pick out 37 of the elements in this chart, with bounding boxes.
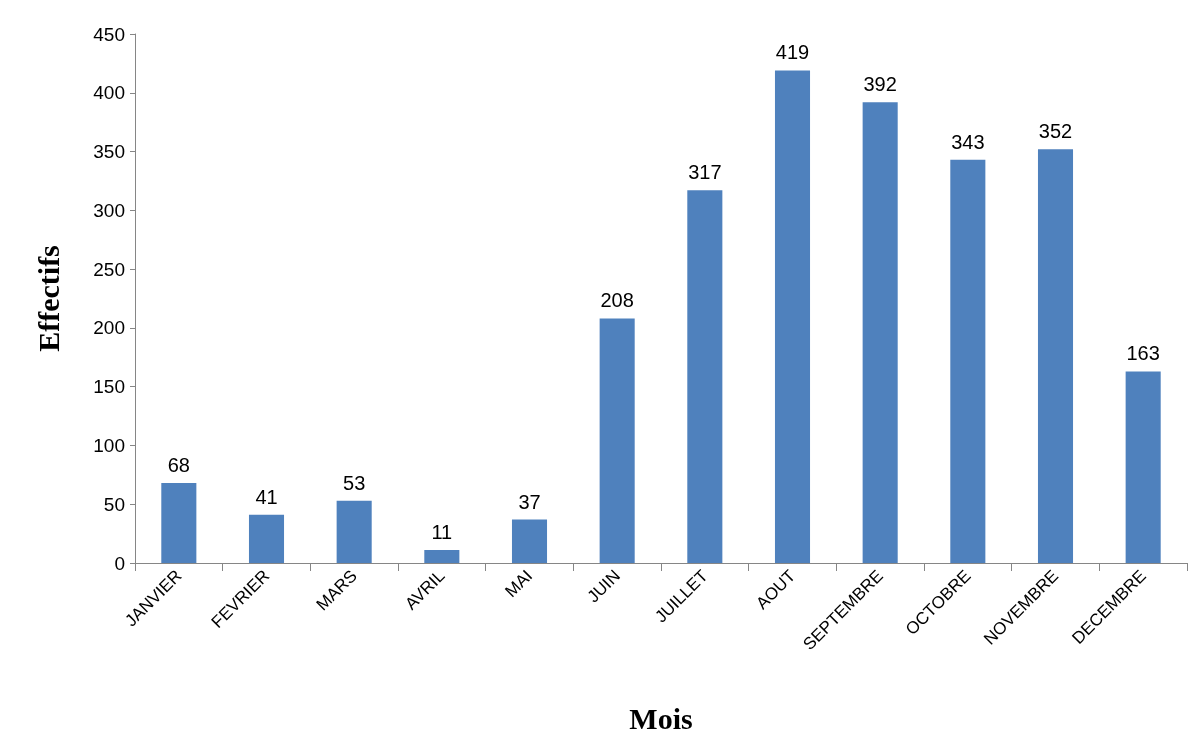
data-label: 419	[775, 41, 810, 64]
bar	[774, 70, 811, 563]
y-tick-label: 300	[93, 199, 125, 221]
data-label: 343	[951, 130, 985, 153]
data-label: 392	[863, 73, 897, 96]
x-tick-label: MAI	[501, 566, 537, 602]
y-tick-label: 150	[93, 376, 125, 398]
bar	[161, 483, 197, 563]
data-label: 317	[688, 161, 722, 184]
y-tick-label: 450	[93, 23, 125, 45]
data-label: 41	[255, 485, 278, 508]
bar	[687, 190, 723, 563]
y-tick-label: 0	[114, 552, 125, 574]
data-label: 163	[1126, 342, 1160, 365]
y-tick-label: 350	[93, 141, 125, 163]
data-label: 208	[600, 289, 634, 312]
y-tick-label: 100	[93, 434, 125, 456]
data-label: 37	[518, 490, 541, 513]
bar	[599, 318, 635, 563]
y-tick-label: 200	[93, 317, 125, 339]
bar	[862, 102, 898, 563]
bar	[511, 519, 548, 563]
y-tick-label: 50	[103, 493, 125, 515]
data-label: 53	[343, 471, 366, 494]
bar	[1037, 149, 1074, 563]
y-axis-title: Effectifs	[31, 245, 65, 352]
data-label: 11	[431, 521, 453, 544]
x-axis-title: Mois	[629, 701, 693, 735]
bar	[1125, 371, 1161, 563]
bar	[336, 500, 372, 563]
bar	[424, 550, 460, 563]
data-label: 68	[167, 454, 190, 477]
bar	[950, 159, 986, 563]
y-tick-label: 250	[93, 258, 125, 280]
bar	[248, 514, 285, 563]
y-tick-label: 400	[93, 82, 125, 104]
data-label: 352	[1038, 120, 1073, 143]
